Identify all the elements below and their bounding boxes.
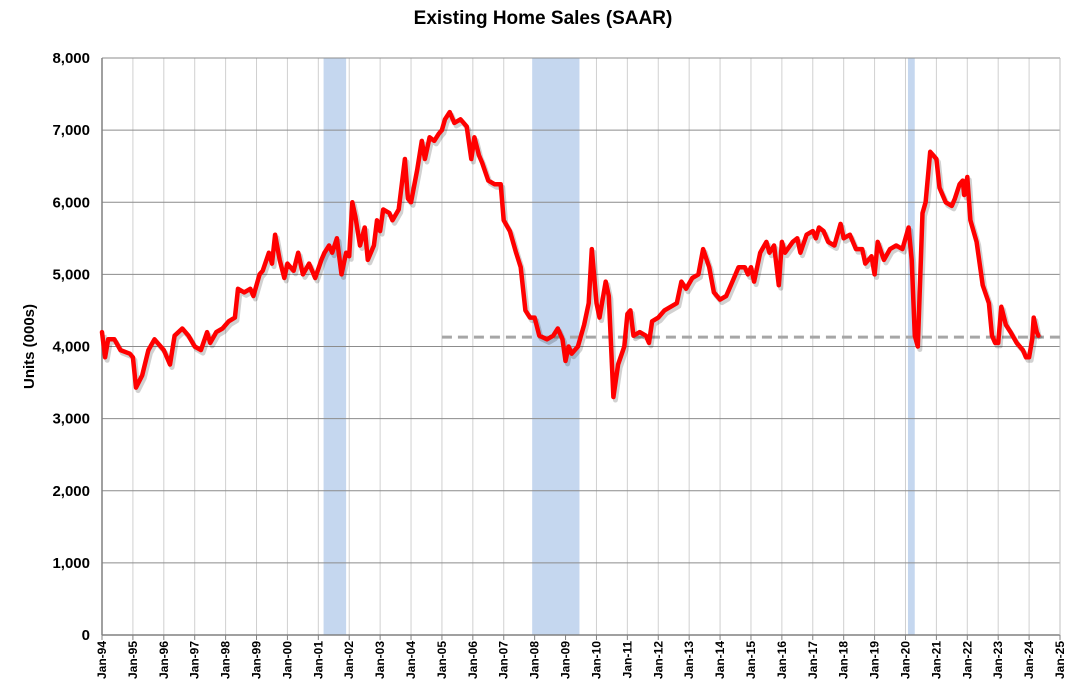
y-tick-label: 4,000 <box>52 339 90 356</box>
x-tick-label: Jan-05 <box>435 641 449 679</box>
x-tick-label: Jan-23 <box>991 641 1005 679</box>
x-tick-label: Jan-02 <box>342 641 356 679</box>
x-tick-label: Jan-07 <box>497 641 511 679</box>
x-tick-label: Jan-04 <box>404 641 418 679</box>
x-tick-label: Jan-96 <box>157 641 171 679</box>
x-tick-label: Jan-03 <box>373 641 387 679</box>
y-tick-label: 5,000 <box>52 266 90 283</box>
x-tick-label: Jan-13 <box>682 641 696 679</box>
x-tick-label: Jan-11 <box>620 641 634 679</box>
y-tick-label: 0 <box>82 627 90 644</box>
x-tick-label: Jan-09 <box>559 641 573 679</box>
y-axis-label: Units (000s) <box>21 304 38 389</box>
x-tick-label: Jan-25 <box>1053 641 1067 679</box>
y-tick-label: 6,000 <box>52 194 90 211</box>
y-tick-label: 8,000 <box>52 50 90 67</box>
chart-title: Existing Home Sales (SAAR) <box>413 8 673 29</box>
y-tick-label: 2,000 <box>52 483 90 500</box>
x-tick-label: Jan-99 <box>250 641 264 679</box>
x-tick-label: Jan-01 <box>311 641 325 679</box>
y-tick-label: 7,000 <box>52 122 90 139</box>
x-tick-label: Jan-97 <box>188 641 202 679</box>
x-tick-label: Jan-22 <box>960 641 974 679</box>
x-tick-label: Jan-00 <box>280 641 294 679</box>
x-tick-label: Jan-12 <box>651 641 665 679</box>
x-tick-label: Jan-08 <box>528 641 542 679</box>
x-tick-label: Jan-24 <box>1022 641 1036 679</box>
x-tick-label: Jan-06 <box>466 641 480 679</box>
x-tick-label: Jan-16 <box>775 641 789 679</box>
x-tick-label: Jan-19 <box>868 641 882 679</box>
x-tick-label: Jan-21 <box>929 641 943 679</box>
x-tick-label: Jan-15 <box>744 641 758 679</box>
x-tick-label: Jan-94 <box>95 641 109 679</box>
x-tick-label: Jan-17 <box>806 641 820 679</box>
x-tick-label: Jan-20 <box>898 641 912 679</box>
x-tick-label: Jan-98 <box>219 641 233 679</box>
x-tick-label: Jan-10 <box>589 641 603 679</box>
x-tick-label: Jan-18 <box>837 641 851 679</box>
y-tick-label: 3,000 <box>52 411 90 428</box>
y-tick-label: 1,000 <box>52 555 90 572</box>
x-tick-label: Jan-95 <box>126 641 140 679</box>
x-tick-label: Jan-14 <box>713 641 727 679</box>
